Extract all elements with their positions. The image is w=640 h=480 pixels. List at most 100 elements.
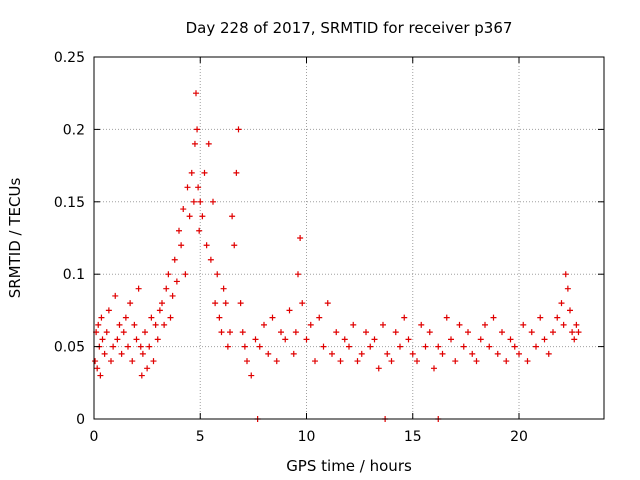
data-point-marker bbox=[303, 336, 310, 343]
data-point-marker bbox=[278, 329, 284, 336]
data-point-marker bbox=[184, 184, 191, 191]
x-tick-label: 0 bbox=[90, 429, 99, 445]
data-point-marker bbox=[224, 343, 231, 350]
data-point-marker bbox=[477, 336, 484, 343]
data-point-marker bbox=[229, 213, 236, 220]
data-point-marker bbox=[114, 336, 121, 343]
data-point-marker bbox=[295, 271, 301, 278]
data-point-marker bbox=[554, 314, 561, 321]
data-point-marker bbox=[161, 321, 168, 328]
data-point-marker bbox=[129, 358, 136, 365]
data-point-marker bbox=[414, 358, 420, 365]
data-point-marker bbox=[97, 372, 104, 379]
data-point-marker bbox=[299, 300, 306, 307]
data-point-marker bbox=[210, 198, 216, 205]
data-point-marker bbox=[261, 321, 267, 328]
data-point-marker bbox=[152, 321, 159, 328]
data-point-marker bbox=[144, 365, 151, 372]
y-tick-label: 0.25 bbox=[54, 50, 85, 66]
data-point-marker bbox=[195, 184, 202, 191]
data-point-marker bbox=[346, 343, 352, 350]
data-point-marker bbox=[116, 321, 123, 328]
data-point-marker bbox=[105, 307, 112, 314]
data-point-marker bbox=[220, 285, 227, 292]
data-point-marker bbox=[333, 329, 340, 336]
data-point-marker bbox=[201, 169, 208, 176]
data-point-marker bbox=[203, 242, 210, 249]
data-point-marker bbox=[108, 358, 114, 365]
data-point-marker bbox=[216, 314, 223, 321]
data-point-marker bbox=[273, 358, 280, 365]
x-tick-label: 10 bbox=[298, 429, 316, 445]
data-point-marker bbox=[469, 350, 476, 357]
data-point-marker bbox=[191, 140, 198, 147]
data-point-marker bbox=[564, 285, 571, 292]
y-axis-title: SRMTID / TECUs bbox=[6, 178, 24, 299]
data-point-marker bbox=[95, 321, 102, 328]
data-point-marker bbox=[188, 169, 195, 176]
data-point-marker bbox=[545, 350, 552, 357]
data-point-marker bbox=[173, 278, 180, 285]
data-point-marker bbox=[231, 242, 238, 249]
data-point-marker bbox=[150, 358, 157, 365]
data-points bbox=[92, 90, 582, 422]
y-tick-label: 0.1 bbox=[63, 267, 85, 283]
data-point-marker bbox=[307, 321, 314, 328]
data-point-marker bbox=[435, 343, 442, 350]
data-point-marker bbox=[448, 336, 454, 343]
y-tick-label: 0.05 bbox=[54, 340, 85, 356]
data-point-marker bbox=[320, 343, 327, 350]
data-point-marker bbox=[392, 329, 399, 336]
data-point-marker bbox=[205, 140, 212, 147]
data-point-marker bbox=[354, 358, 361, 365]
data-point-marker bbox=[418, 321, 425, 328]
data-point-marker bbox=[101, 350, 108, 357]
data-point-marker bbox=[465, 329, 471, 336]
data-point-marker bbox=[550, 329, 556, 336]
data-point-marker bbox=[103, 329, 110, 336]
data-point-marker bbox=[212, 300, 219, 307]
data-point-marker bbox=[511, 343, 518, 350]
data-point-marker bbox=[256, 343, 263, 350]
data-point-marker bbox=[558, 300, 565, 307]
data-point-marker bbox=[199, 213, 206, 220]
data-point-marker bbox=[562, 271, 569, 278]
data-point-marker bbox=[118, 350, 125, 357]
data-point-marker bbox=[575, 329, 582, 336]
data-point-marker bbox=[131, 321, 138, 328]
data-point-marker bbox=[380, 321, 386, 328]
data-point-marker bbox=[233, 169, 240, 176]
data-point-marker bbox=[92, 358, 99, 365]
data-point-marker bbox=[186, 213, 193, 220]
data-point-marker bbox=[431, 365, 437, 372]
data-point-marker bbox=[176, 227, 182, 234]
data-point-marker bbox=[94, 365, 101, 372]
data-point-marker bbox=[244, 358, 250, 365]
data-point-marker bbox=[159, 300, 165, 307]
data-point-marker bbox=[297, 235, 304, 241]
data-point-marker bbox=[138, 372, 145, 379]
data-point-marker bbox=[169, 292, 176, 299]
data-point-marker bbox=[135, 285, 142, 292]
data-point-marker bbox=[227, 329, 233, 336]
data-point-marker bbox=[127, 300, 134, 307]
data-point-marker bbox=[142, 329, 148, 336]
data-point-marker bbox=[248, 372, 255, 379]
data-point-marker bbox=[363, 329, 369, 336]
data-point-marker bbox=[388, 358, 395, 365]
data-point-marker bbox=[541, 336, 548, 343]
data-point-marker bbox=[292, 329, 299, 336]
data-point-marker bbox=[137, 343, 144, 350]
data-point-marker bbox=[122, 314, 129, 321]
data-point-marker bbox=[537, 314, 544, 321]
data-point-marker bbox=[524, 358, 531, 365]
data-point-marker bbox=[507, 336, 514, 343]
data-point-marker bbox=[486, 343, 493, 350]
data-point-marker bbox=[533, 343, 539, 350]
data-point-marker bbox=[490, 314, 497, 321]
data-point-marker bbox=[235, 126, 242, 133]
data-point-marker bbox=[371, 336, 378, 343]
data-point-marker bbox=[269, 314, 276, 321]
data-point-marker bbox=[460, 343, 467, 350]
